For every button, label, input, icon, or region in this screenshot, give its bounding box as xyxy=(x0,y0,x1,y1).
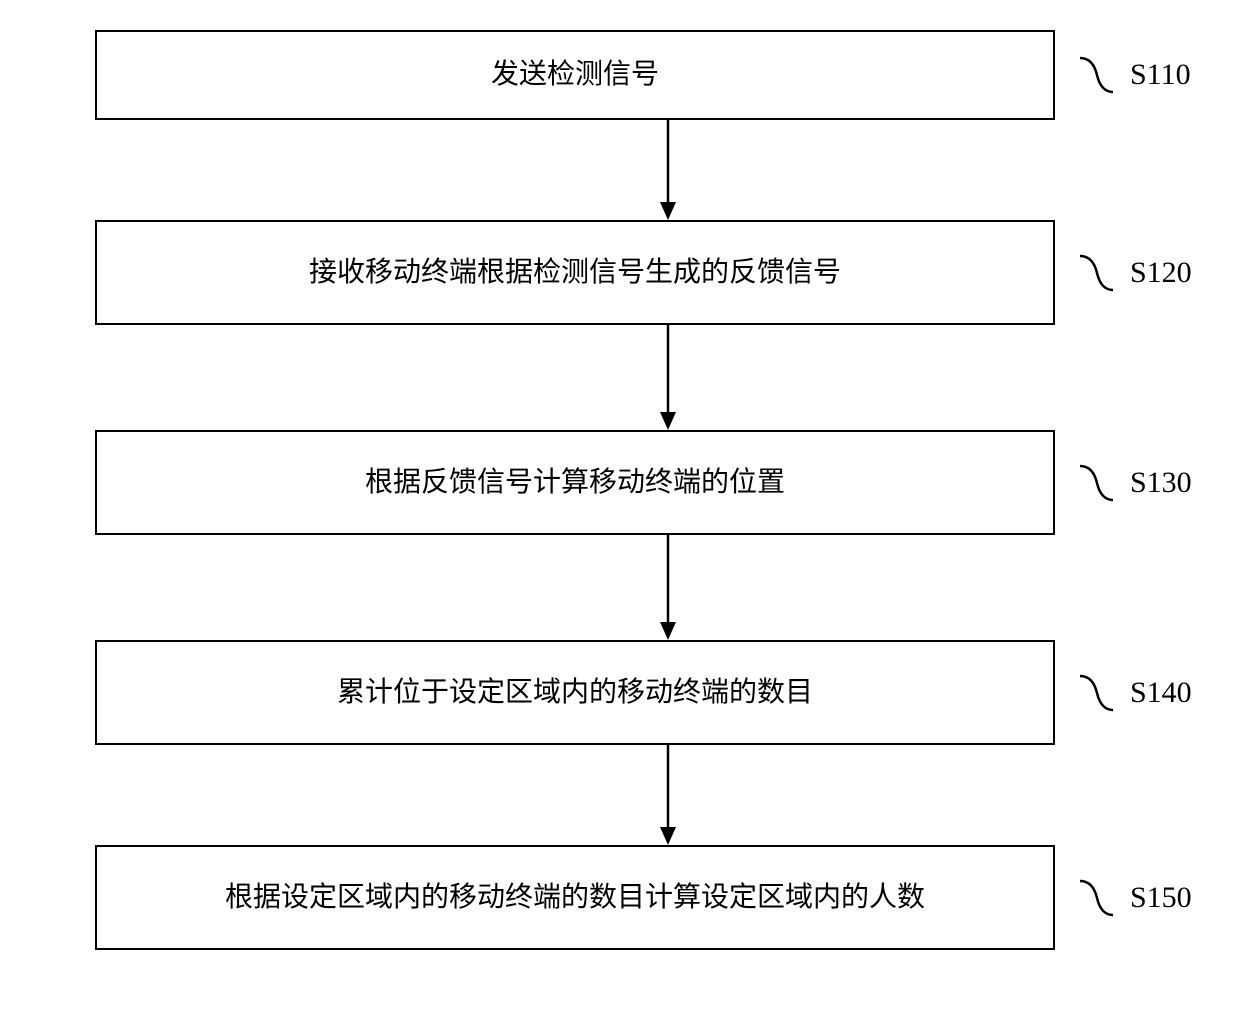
down-arrow-icon xyxy=(653,535,683,640)
arrow-container-4 xyxy=(188,745,1148,845)
curve-bracket-icon xyxy=(1075,458,1115,508)
step-label-group-1: S110 xyxy=(1075,50,1191,100)
step-text-4: 累计位于设定区域内的移动终端的数目 xyxy=(337,673,813,712)
down-arrow-icon xyxy=(653,120,683,220)
step-box-5: 根据设定区域内的移动终端的数目计算设定区域内的人数 xyxy=(95,845,1055,950)
step-text-5: 根据设定区域内的移动终端的数目计算设定区域内的人数 xyxy=(225,878,925,917)
down-arrow-icon xyxy=(653,745,683,845)
step-box-1: 发送检测信号 xyxy=(95,30,1055,120)
step-label-2: S120 xyxy=(1130,256,1192,290)
curve-bracket-icon xyxy=(1075,50,1115,100)
step-label-1: S110 xyxy=(1130,58,1191,92)
step-text-2: 接收移动终端根据检测信号生成的反馈信号 xyxy=(309,253,841,292)
arrow-container-3 xyxy=(188,535,1148,640)
step-text-3: 根据反馈信号计算移动终端的位置 xyxy=(365,463,785,502)
step-text-1: 发送检测信号 xyxy=(491,55,659,94)
curve-bracket-icon xyxy=(1075,668,1115,718)
step-label-group-4: S140 xyxy=(1075,668,1192,718)
curve-bracket-icon xyxy=(1075,248,1115,298)
step-row-2: 接收移动终端根据检测信号生成的反馈信号 S120 xyxy=(0,220,1240,325)
step-box-3: 根据反馈信号计算移动终端的位置 xyxy=(95,430,1055,535)
arrow-container-2 xyxy=(188,325,1148,430)
curve-bracket-icon xyxy=(1075,873,1115,923)
down-arrow-icon xyxy=(653,325,683,430)
step-label-4: S140 xyxy=(1130,676,1192,710)
step-label-group-3: S130 xyxy=(1075,458,1192,508)
step-row-1: 发送检测信号 S110 xyxy=(0,30,1240,120)
step-label-3: S130 xyxy=(1130,466,1192,500)
flowchart-container: 发送检测信号 S110 接收移动终端根据检测信号生成的反馈信号 S120 xyxy=(0,30,1240,950)
step-label-group-2: S120 xyxy=(1075,248,1192,298)
step-box-2: 接收移动终端根据检测信号生成的反馈信号 xyxy=(95,220,1055,325)
step-box-4: 累计位于设定区域内的移动终端的数目 xyxy=(95,640,1055,745)
step-row-5: 根据设定区域内的移动终端的数目计算设定区域内的人数 S150 xyxy=(0,845,1240,950)
arrow-container-1 xyxy=(188,120,1148,220)
step-label-group-5: S150 xyxy=(1075,873,1192,923)
step-row-3: 根据反馈信号计算移动终端的位置 S130 xyxy=(0,430,1240,535)
step-label-5: S150 xyxy=(1130,881,1192,915)
step-row-4: 累计位于设定区域内的移动终端的数目 S140 xyxy=(0,640,1240,745)
